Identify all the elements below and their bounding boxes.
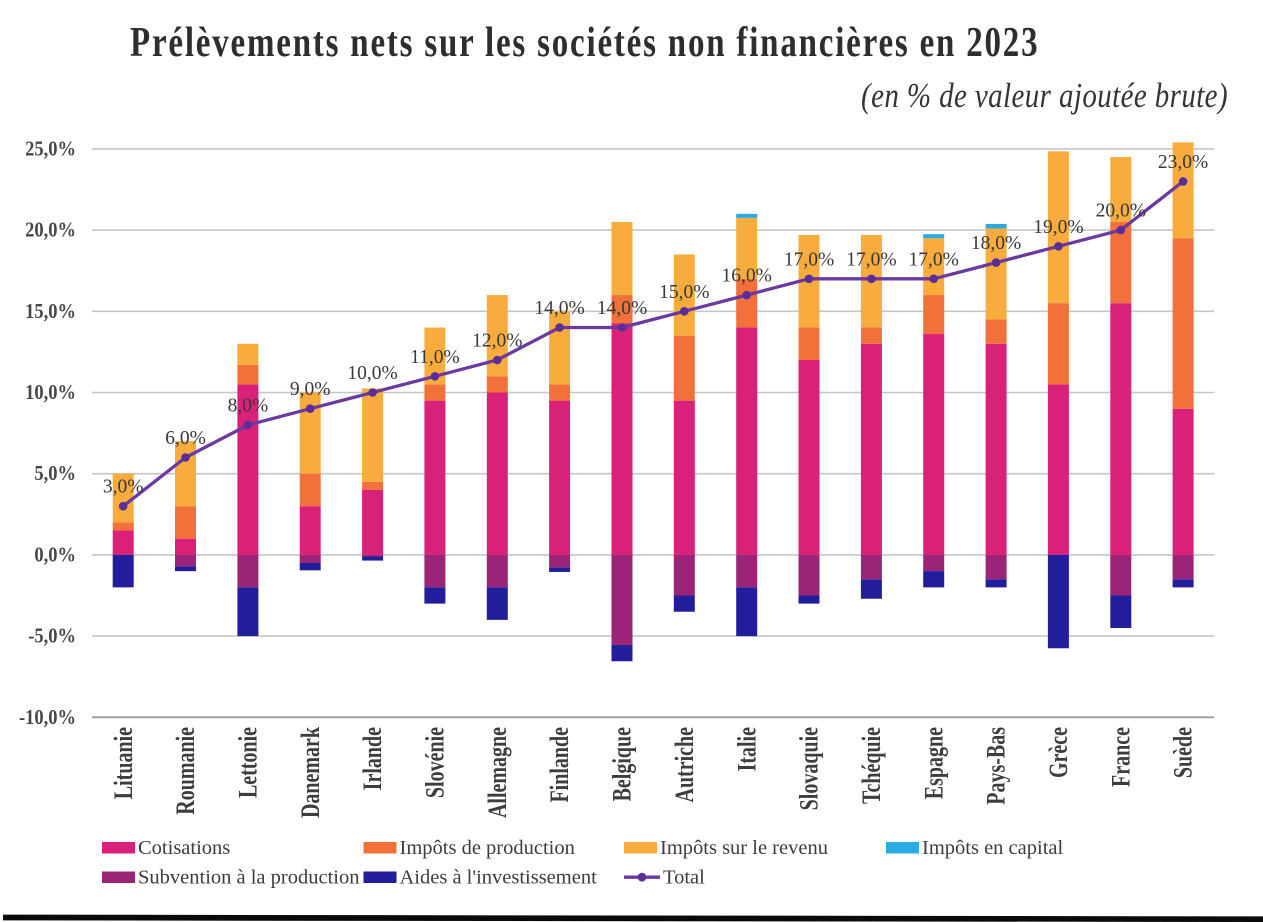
svg-text:Lituanie: Lituanie: [109, 727, 138, 799]
svg-text:16,0%: 16,0%: [722, 266, 772, 287]
svg-text:6,0%: 6,0%: [165, 428, 206, 449]
svg-text:-10,0%: -10,0%: [19, 706, 76, 729]
svg-text:Total: Total: [663, 867, 705, 889]
svg-text:14,0%: 14,0%: [597, 298, 647, 319]
svg-text:France: France: [1107, 727, 1136, 787]
svg-text:14,0%: 14,0%: [534, 298, 584, 319]
svg-text:Cotisations: Cotisations: [138, 837, 230, 859]
svg-text:10,0%: 10,0%: [347, 363, 397, 384]
svg-text:Tchéquie: Tchéquie: [857, 727, 886, 804]
svg-text:(en % de valeur ajoutée brute): (en % de valeur ajoutée brute): [861, 75, 1228, 114]
svg-text:Espagne: Espagne: [920, 727, 949, 799]
svg-text:8,0%: 8,0%: [228, 396, 269, 417]
svg-text:Aides à l'investissement: Aides à l'investissement: [400, 867, 598, 889]
svg-text:Subvention à la production: Subvention à la production: [138, 867, 359, 889]
svg-text:Allemagne: Allemagne: [483, 727, 512, 818]
svg-text:17,0%: 17,0%: [846, 249, 896, 270]
svg-text:12,0%: 12,0%: [472, 331, 522, 352]
svg-text:Slovénie: Slovénie: [421, 727, 450, 798]
svg-text:17,0%: 17,0%: [784, 249, 834, 270]
svg-text:3,0%: 3,0%: [103, 477, 144, 498]
svg-text:Autriche: Autriche: [670, 727, 699, 802]
svg-text:10,0%: 10,0%: [25, 381, 76, 404]
svg-text:Slovaquie: Slovaquie: [795, 727, 824, 810]
svg-text:Impôts sur le revenu: Impôts sur le revenu: [660, 837, 828, 859]
svg-text:Roumanie: Roumanie: [172, 727, 201, 815]
svg-text:Lettonie: Lettonie: [234, 727, 263, 798]
svg-text:25,0%: 25,0%: [25, 137, 76, 160]
svg-text:5,0%: 5,0%: [34, 462, 76, 485]
svg-text:18,0%: 18,0%: [971, 233, 1021, 254]
svg-text:15,0%: 15,0%: [659, 282, 709, 303]
svg-text:Belgique: Belgique: [608, 727, 637, 801]
svg-text:23,0%: 23,0%: [1158, 152, 1208, 173]
svg-text:Impôts de production: Impôts de production: [400, 837, 575, 859]
svg-text:15,0%: 15,0%: [25, 300, 76, 323]
svg-text:19,0%: 19,0%: [1033, 217, 1083, 238]
svg-text:Italie: Italie: [733, 727, 762, 771]
svg-text:9,0%: 9,0%: [290, 379, 331, 400]
svg-text:Finlande: Finlande: [546, 727, 575, 803]
svg-text:Pays-Bas: Pays-Bas: [982, 727, 1011, 805]
svg-text:Suède: Suède: [1169, 727, 1198, 778]
svg-text:-5,0%: -5,0%: [28, 625, 76, 648]
svg-text:Danemark: Danemark: [296, 727, 325, 818]
svg-text:Prélèvements nets sur les soci: Prélèvements nets sur les sociétés non f…: [130, 19, 1039, 66]
svg-text:20,0%: 20,0%: [25, 219, 76, 242]
svg-text:11,0%: 11,0%: [410, 347, 460, 368]
svg-text:Grèce: Grèce: [1044, 727, 1073, 778]
svg-text:17,0%: 17,0%: [909, 249, 959, 270]
svg-text:Irlande: Irlande: [359, 727, 388, 790]
svg-text:20,0%: 20,0%: [1096, 201, 1146, 222]
svg-text:0,0%: 0,0%: [34, 543, 76, 566]
svg-text:Impôts en capital: Impôts en capital: [922, 837, 1063, 859]
